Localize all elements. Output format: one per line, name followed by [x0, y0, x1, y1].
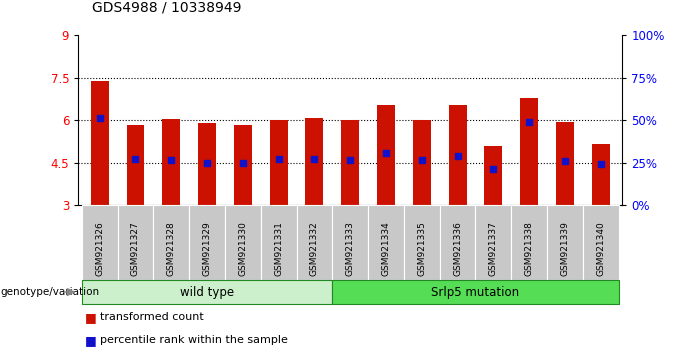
- Text: GSM921327: GSM921327: [131, 221, 140, 276]
- Text: ■: ■: [85, 312, 97, 325]
- Text: percentile rank within the sample: percentile rank within the sample: [100, 335, 288, 344]
- Text: GSM921336: GSM921336: [453, 221, 462, 276]
- Text: transformed count: transformed count: [100, 312, 204, 321]
- Text: GDS4988 / 10338949: GDS4988 / 10338949: [92, 0, 241, 14]
- Bar: [484, 146, 503, 205]
- Text: genotype/variation: genotype/variation: [0, 287, 99, 297]
- Bar: [413, 120, 430, 205]
- Text: ■: ■: [85, 335, 97, 348]
- Bar: [270, 120, 288, 205]
- Bar: [449, 105, 466, 205]
- Text: GSM921335: GSM921335: [418, 221, 426, 276]
- Bar: [198, 123, 216, 205]
- Text: GSM921340: GSM921340: [596, 221, 605, 276]
- Text: GSM921333: GSM921333: [345, 221, 355, 276]
- Text: GSM921331: GSM921331: [274, 221, 283, 276]
- Text: GSM921330: GSM921330: [238, 221, 248, 276]
- Bar: [556, 122, 574, 205]
- Bar: [305, 118, 324, 205]
- Bar: [592, 144, 610, 205]
- Text: GSM921326: GSM921326: [95, 221, 104, 276]
- Bar: [163, 119, 180, 205]
- Text: GSM921337: GSM921337: [489, 221, 498, 276]
- Bar: [90, 81, 109, 205]
- Bar: [234, 125, 252, 205]
- Text: GSM921329: GSM921329: [203, 221, 211, 276]
- Text: GSM921328: GSM921328: [167, 221, 175, 276]
- Bar: [520, 98, 538, 205]
- Bar: [341, 120, 359, 205]
- Text: wild type: wild type: [180, 286, 234, 298]
- Text: GSM921332: GSM921332: [310, 221, 319, 276]
- Bar: [377, 105, 395, 205]
- Text: GSM921334: GSM921334: [381, 221, 390, 276]
- Text: GSM921339: GSM921339: [560, 221, 569, 276]
- Bar: [126, 125, 144, 205]
- Text: GSM921338: GSM921338: [525, 221, 534, 276]
- Text: Srlp5 mutation: Srlp5 mutation: [431, 286, 520, 298]
